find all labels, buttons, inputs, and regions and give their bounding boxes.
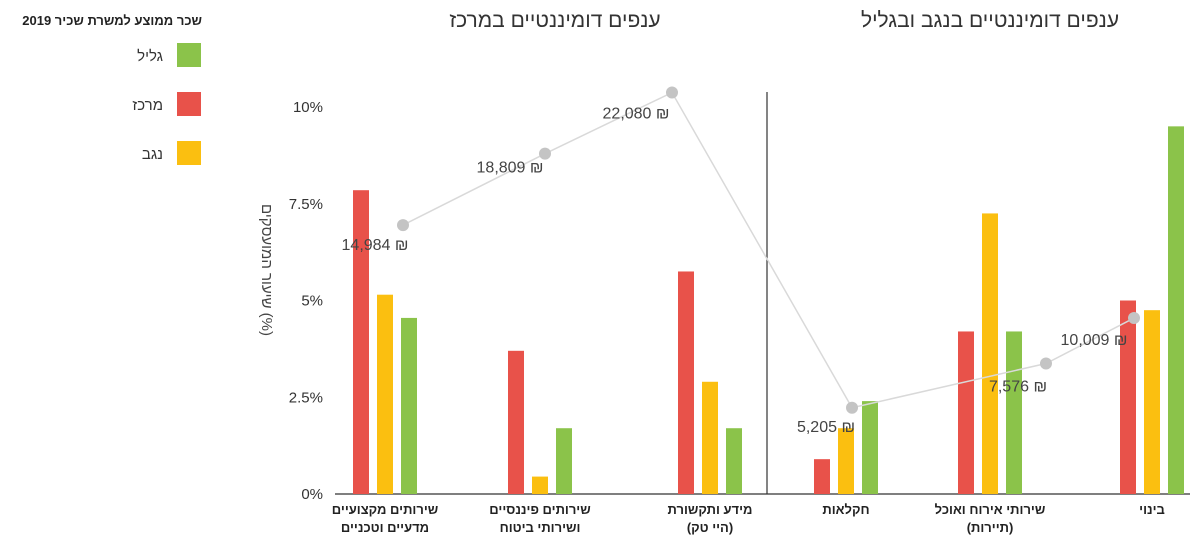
y-axis-label: שיעור המועסקים (%) <box>258 204 275 336</box>
group-title-periphery: ענפים דומיננטיים בנגב ובגליל <box>861 9 1119 32</box>
category-label-3-2: (היי טק) <box>687 520 733 535</box>
category-label-5-1: שירותי אירוח ואוכל <box>935 502 1046 517</box>
wage-point-3 <box>666 86 678 99</box>
group-titles: ענפים דומיננטיים במרכז ענפים דומיננטיים ב… <box>449 9 1119 32</box>
bar-1-4 <box>814 459 830 494</box>
wage-label-4: 5,205 ₪ <box>797 419 855 436</box>
bar-2-4 <box>838 428 854 494</box>
bar-2-3 <box>702 381 718 494</box>
wage-label-5: 7,576 ₪ <box>989 378 1047 395</box>
y-tick-label-4: 7.5% <box>289 196 323 213</box>
legend-swatch-2 <box>177 92 201 116</box>
bars <box>353 126 1184 495</box>
bar-3-1 <box>401 317 417 494</box>
category-label-4-1: חקלאות <box>822 502 869 517</box>
bar-1-3 <box>678 271 694 494</box>
y-axis: 0% 2.5% 5% 7.5% 10% שיעור המועסקים (%) <box>258 92 1190 503</box>
category-label-2-2: ושירותי ביטוח <box>500 520 581 535</box>
category-label-5-2: (תיירות) <box>967 520 1014 535</box>
bar-2-5 <box>982 213 998 495</box>
wage-line-path <box>402 91 1135 409</box>
category-label-6-1: בינוי <box>1139 502 1165 517</box>
legend-label-1: גליל <box>137 48 163 65</box>
wage-point-4 <box>846 401 858 414</box>
bar-3-4 <box>862 401 878 494</box>
bar-3-6 <box>1168 126 1184 494</box>
y-tick-label-2: 2.5% <box>289 389 323 406</box>
legend-swatch-3 <box>177 141 201 165</box>
bar-1-6 <box>1120 300 1136 494</box>
y-tick-label-3: 5% <box>301 293 323 310</box>
bar-1-2 <box>508 350 524 494</box>
bar-2-1 <box>377 294 393 494</box>
bar-3-3 <box>726 428 742 494</box>
wage-point-5 <box>1040 357 1052 370</box>
wage-label-1: 14,984 ₪ <box>342 237 409 254</box>
wage-label-3: 22,080 ₪ <box>603 106 670 123</box>
wage-point-2 <box>539 147 551 160</box>
legend: שכר ממוצע למשרת שכיר 2019 גליל מרכז נגב <box>22 13 202 165</box>
bar-2-2 <box>532 476 548 494</box>
legend-title: שכר ממוצע למשרת שכיר 2019 <box>22 13 202 28</box>
category-label-1-1: שירותים מקצועיים <box>332 502 438 517</box>
group-title-center: ענפים דומיננטיים במרכז <box>449 9 660 32</box>
category-label-2-1: שירותים פיננסיים <box>489 502 590 517</box>
category-label-1-2: מדעיים וטכניים <box>341 520 429 535</box>
legend-label-3: נגב <box>142 146 163 163</box>
legend-swatch-1 <box>177 43 201 67</box>
wage-label-2: 18,809 ₪ <box>477 160 544 177</box>
y-tick-label-1: 0% <box>301 486 323 503</box>
legend-label-2: מרכז <box>132 97 163 114</box>
bar-1-1 <box>353 190 369 494</box>
wage-point-1 <box>397 219 409 232</box>
wage-line: 14,984 ₪ 18,809 ₪ 22,080 ₪ 5,205 ₪ 7,576 ₪ 10… <box>342 86 1140 436</box>
bar-3-5 <box>1006 331 1022 494</box>
category-labels: שירותים מקצועיים מדעיים וטכניים שירותים פי… <box>332 502 1165 535</box>
bar-1-5 <box>958 331 974 494</box>
category-label-3-1: מידע ותקשורת <box>668 502 753 517</box>
wage-label-6: 10,009 ₪ <box>1061 332 1128 349</box>
bar-3-2 <box>556 428 572 494</box>
wage-point-6 <box>1128 312 1140 325</box>
bar-2-6 <box>1144 310 1160 494</box>
y-tick-label-5: 10% <box>293 99 323 116</box>
